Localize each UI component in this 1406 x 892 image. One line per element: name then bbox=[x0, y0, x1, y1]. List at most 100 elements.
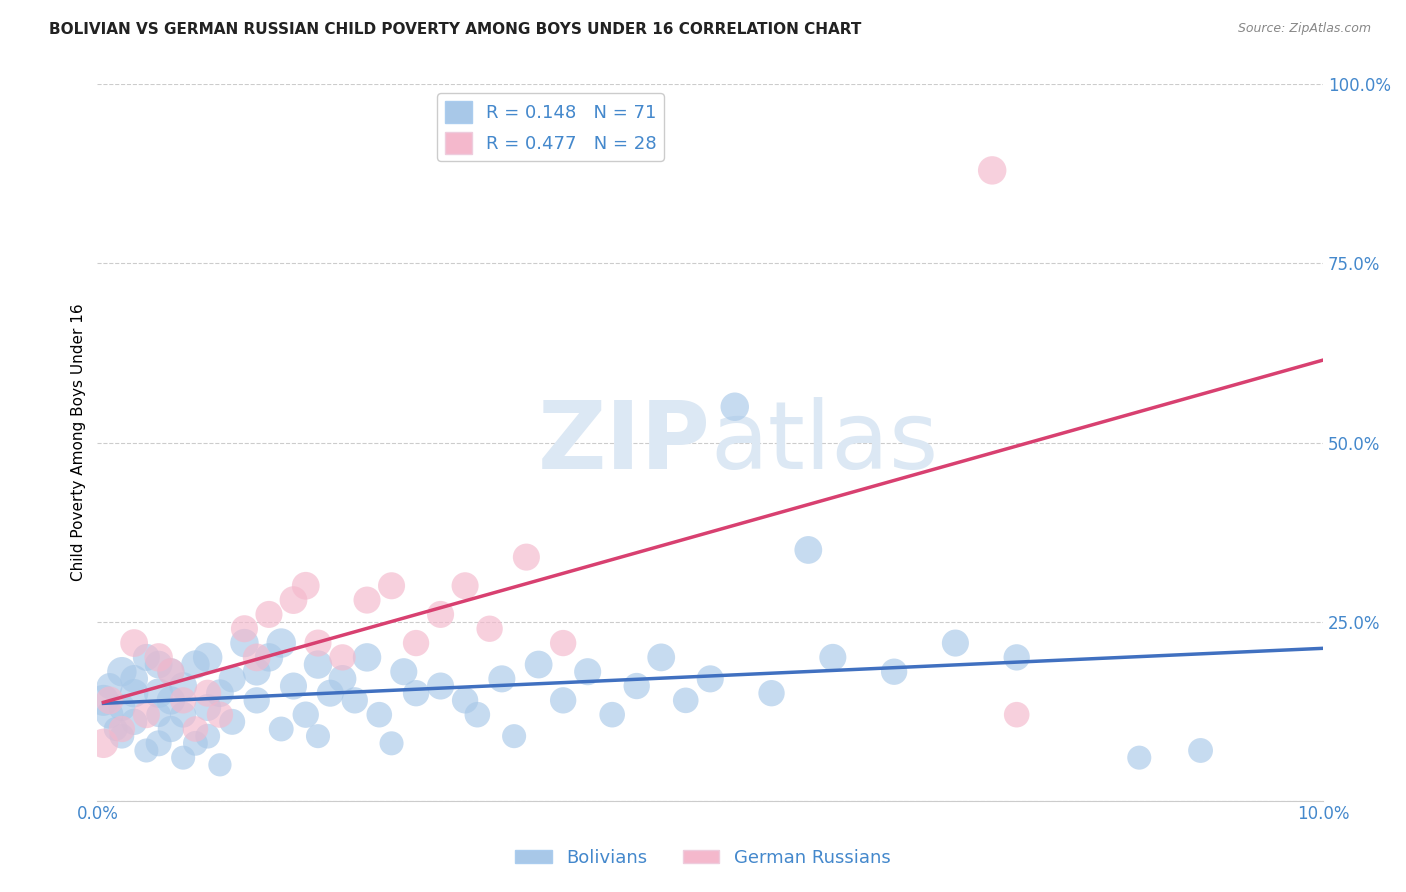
Point bbox=[821, 650, 844, 665]
Point bbox=[135, 650, 157, 665]
Point bbox=[197, 729, 219, 743]
Legend: Bolivians, German Russians: Bolivians, German Russians bbox=[508, 842, 898, 874]
Point bbox=[148, 736, 170, 750]
Point bbox=[283, 679, 305, 693]
Point bbox=[184, 722, 207, 736]
Point bbox=[454, 579, 477, 593]
Point bbox=[553, 693, 575, 707]
Point bbox=[332, 650, 354, 665]
Point bbox=[491, 672, 513, 686]
Point bbox=[981, 163, 1004, 178]
Point bbox=[307, 657, 329, 672]
Point bbox=[699, 672, 721, 686]
Point bbox=[233, 636, 256, 650]
Point bbox=[172, 707, 194, 722]
Point bbox=[208, 686, 231, 700]
Point bbox=[257, 607, 280, 622]
Point bbox=[294, 579, 316, 593]
Point bbox=[111, 700, 134, 714]
Point bbox=[356, 650, 378, 665]
Legend: R = 0.148   N = 71, R = 0.477   N = 28: R = 0.148 N = 71, R = 0.477 N = 28 bbox=[437, 94, 664, 161]
Point bbox=[380, 736, 402, 750]
Text: atlas: atlas bbox=[710, 397, 938, 489]
Point bbox=[467, 707, 489, 722]
Point bbox=[257, 650, 280, 665]
Point bbox=[98, 693, 121, 707]
Point bbox=[650, 650, 672, 665]
Point bbox=[148, 686, 170, 700]
Point bbox=[135, 707, 157, 722]
Point bbox=[160, 693, 183, 707]
Point bbox=[1005, 707, 1028, 722]
Point bbox=[122, 672, 145, 686]
Point bbox=[883, 665, 905, 679]
Point bbox=[221, 714, 243, 729]
Point bbox=[172, 693, 194, 707]
Text: Source: ZipAtlas.com: Source: ZipAtlas.com bbox=[1237, 22, 1371, 36]
Point bbox=[160, 665, 183, 679]
Point bbox=[270, 636, 292, 650]
Y-axis label: Child Poverty Among Boys Under 16: Child Poverty Among Boys Under 16 bbox=[72, 303, 86, 582]
Point bbox=[356, 593, 378, 607]
Point bbox=[576, 665, 599, 679]
Point bbox=[368, 707, 391, 722]
Point bbox=[270, 722, 292, 736]
Point bbox=[527, 657, 550, 672]
Point bbox=[1189, 743, 1212, 757]
Point bbox=[104, 722, 127, 736]
Point bbox=[148, 707, 170, 722]
Point bbox=[294, 707, 316, 722]
Point bbox=[148, 650, 170, 665]
Text: BOLIVIAN VS GERMAN RUSSIAN CHILD POVERTY AMONG BOYS UNDER 16 CORRELATION CHART: BOLIVIAN VS GERMAN RUSSIAN CHILD POVERTY… bbox=[49, 22, 862, 37]
Point bbox=[405, 686, 427, 700]
Point bbox=[553, 636, 575, 650]
Point bbox=[184, 657, 207, 672]
Point bbox=[246, 693, 269, 707]
Point bbox=[93, 693, 115, 707]
Point bbox=[600, 707, 623, 722]
Point bbox=[307, 636, 329, 650]
Point bbox=[160, 722, 183, 736]
Point bbox=[172, 750, 194, 764]
Point bbox=[246, 665, 269, 679]
Point bbox=[208, 757, 231, 772]
Point bbox=[429, 679, 451, 693]
Point bbox=[93, 736, 115, 750]
Point bbox=[197, 700, 219, 714]
Point bbox=[797, 543, 820, 558]
Point bbox=[405, 636, 427, 650]
Point bbox=[319, 686, 342, 700]
Point bbox=[392, 665, 415, 679]
Point bbox=[184, 736, 207, 750]
Point bbox=[122, 714, 145, 729]
Point bbox=[122, 636, 145, 650]
Point bbox=[111, 665, 134, 679]
Point bbox=[111, 722, 134, 736]
Point bbox=[332, 672, 354, 686]
Point bbox=[197, 650, 219, 665]
Point bbox=[98, 707, 121, 722]
Point bbox=[515, 550, 537, 565]
Point bbox=[283, 593, 305, 607]
Point bbox=[98, 679, 121, 693]
Point bbox=[208, 707, 231, 722]
Point bbox=[246, 650, 269, 665]
Point bbox=[503, 729, 526, 743]
Point bbox=[724, 400, 747, 414]
Text: ZIP: ZIP bbox=[537, 397, 710, 489]
Point bbox=[148, 657, 170, 672]
Point bbox=[307, 729, 329, 743]
Point bbox=[675, 693, 697, 707]
Point bbox=[343, 693, 366, 707]
Point bbox=[626, 679, 648, 693]
Point bbox=[761, 686, 783, 700]
Point bbox=[111, 729, 134, 743]
Point bbox=[135, 743, 157, 757]
Point bbox=[122, 686, 145, 700]
Point bbox=[1128, 750, 1150, 764]
Point bbox=[1005, 650, 1028, 665]
Point bbox=[380, 579, 402, 593]
Point bbox=[478, 622, 501, 636]
Point bbox=[172, 679, 194, 693]
Point bbox=[945, 636, 967, 650]
